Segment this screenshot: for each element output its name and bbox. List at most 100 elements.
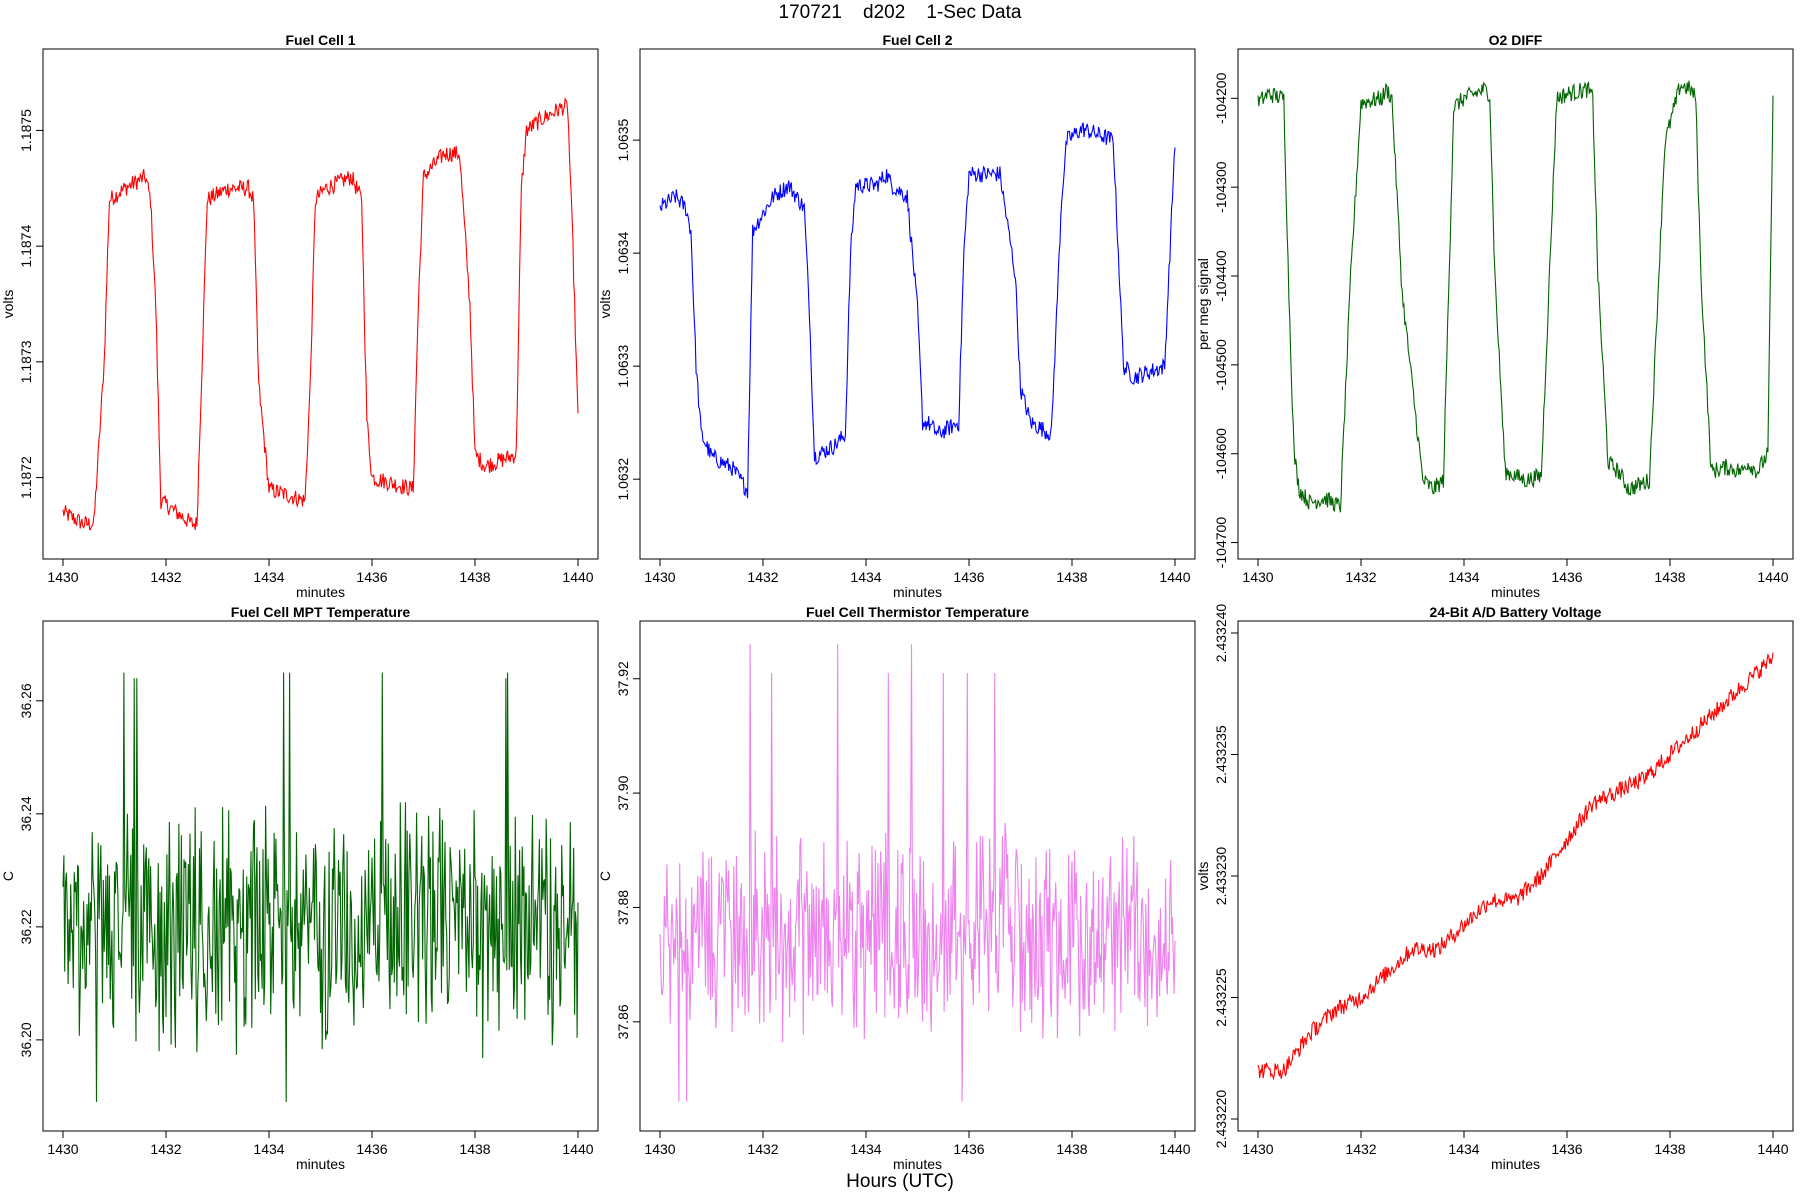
x-tick-label: 1430: [1242, 1141, 1273, 1157]
x-tick-label: 1434: [1448, 1141, 1479, 1157]
y-axis-label: per meg signal: [1195, 258, 1211, 350]
x-tick-label: 1434: [253, 569, 284, 585]
x-tick-label: 1436: [953, 1141, 984, 1157]
x-tick-label: 1440: [562, 1141, 593, 1157]
panel-title: Fuel Cell MPT Temperature: [231, 604, 411, 620]
chart-panel-4: Fuel Cell MPT Temperature 1430 1432 1434 143…: [0, 604, 599, 1172]
y-tick-label: 36.24: [18, 796, 34, 831]
y-tick-label: -104500: [1213, 339, 1229, 391]
y-axis-label: volts: [0, 290, 16, 319]
y-tick-label: -104600: [1213, 428, 1229, 480]
y-tick-label: 36.22: [18, 909, 34, 944]
chart-panel-5: Fuel Cell Thermistor Temperature 1430 1432…: [597, 604, 1196, 1172]
panel-title: Fuel Cell 1: [285, 32, 355, 48]
y-tick-label: 1.1873: [18, 340, 34, 383]
y-tick-label: 2.433220: [1213, 1090, 1229, 1149]
plot-frame: [42, 48, 599, 560]
y-tick-label: 1.1875: [18, 109, 34, 152]
series-line: [1257, 652, 1774, 1081]
x-tick-label: 1436: [953, 569, 984, 585]
x-tick-label: 1438: [459, 1141, 490, 1157]
x-tick-label: 1438: [459, 569, 490, 585]
y-tick-label: 1.0632: [615, 458, 631, 501]
y-tick-label: 1.0634: [615, 232, 631, 275]
y-tick-label: -104700: [1213, 517, 1229, 569]
x-tick-label: 1438: [1654, 569, 1685, 585]
series-line: [1257, 80, 1774, 513]
x-axis-label: minutes: [1491, 1156, 1540, 1172]
x-tick-label: 1440: [1159, 569, 1190, 585]
x-tick-label: 1436: [1551, 1141, 1582, 1157]
x-tick-label: 1434: [850, 569, 881, 585]
x-tick-label: 1430: [1242, 569, 1273, 585]
x-axis-label: minutes: [296, 1156, 345, 1172]
panel-title: Fuel Cell 2: [882, 32, 952, 48]
x-tick-label: 1440: [1757, 569, 1788, 585]
chart-panel-6: 24-Bit A/D Battery Voltage 1430 1432 1434 14…: [1195, 604, 1794, 1172]
x-tick-label: 1436: [1551, 569, 1582, 585]
x-tick-label: 1438: [1056, 569, 1087, 585]
x-tick-label: 1440: [1159, 1141, 1190, 1157]
x-tick-label: 1434: [850, 1141, 881, 1157]
x-tick-label: 1430: [644, 1141, 675, 1157]
x-tick-label: 1440: [562, 569, 593, 585]
y-axis-label: volts: [1195, 862, 1211, 891]
plot-frame: [639, 620, 1196, 1132]
x-axis-label: minutes: [893, 1156, 942, 1172]
chart-panel-1: Fuel Cell 1 1430 1432 1434 1436 1438 1440 minut…: [0, 32, 599, 600]
y-tick-label: 37.92: [615, 661, 631, 696]
y-tick-label: 2.433230: [1213, 847, 1229, 906]
x-tick-label: 1432: [150, 1141, 181, 1157]
y-axis-label: volts: [597, 290, 613, 319]
x-tick-label: 1432: [747, 569, 778, 585]
y-tick-label: 37.86: [615, 1004, 631, 1039]
x-tick-label: 1436: [356, 1141, 387, 1157]
plot-frame: [639, 48, 1196, 560]
y-tick-label: 1.0633: [615, 345, 631, 388]
chart-panel-2: Fuel Cell 2 1430 1432 1434 1436 1438 1440 minut…: [597, 32, 1196, 600]
x-tick-label: 1434: [1448, 569, 1479, 585]
x-tick-label: 1430: [47, 569, 78, 585]
x-tick-label: 1438: [1654, 1141, 1685, 1157]
y-tick-label: 2.433240: [1213, 604, 1229, 663]
x-tick-label: 1436: [356, 569, 387, 585]
x-axis-label: minutes: [893, 584, 942, 600]
x-tick-label: 1430: [644, 569, 675, 585]
y-tick-label: -104200: [1213, 72, 1229, 124]
y-tick-label: 1.1874: [18, 225, 34, 268]
series-line: [62, 672, 579, 1103]
x-tick-label: 1438: [1056, 1141, 1087, 1157]
y-tick-label: 37.90: [615, 775, 631, 810]
y-tick-label: 36.20: [18, 1022, 34, 1057]
panel-title: O2 DIFF: [1489, 32, 1543, 48]
panel-title: Fuel Cell Thermistor Temperature: [806, 604, 1029, 620]
y-tick-label: -104400: [1213, 250, 1229, 302]
plot-frame: [1237, 620, 1794, 1132]
series-line: [659, 122, 1176, 499]
figure-xlabel: Hours (UTC): [846, 1171, 954, 1192]
plot-frame: [42, 620, 599, 1132]
x-axis-label: minutes: [296, 584, 345, 600]
plot-frame: [1237, 48, 1794, 560]
y-axis-label: C: [0, 871, 16, 881]
x-axis-label: minutes: [1491, 584, 1540, 600]
figure-title: 170721 d202 1-Sec Data: [778, 2, 1022, 23]
chart-panel-3: O2 DIFF 1430 1432 1434 1436 1438 1440 minutes -1…: [1195, 32, 1794, 600]
y-tick-label: 1.1872: [18, 456, 34, 499]
x-tick-label: 1434: [253, 1141, 284, 1157]
y-tick-label: 2.433235: [1213, 725, 1229, 784]
x-tick-label: 1432: [150, 569, 181, 585]
y-tick-label: 37.88: [615, 890, 631, 925]
series-line: [659, 644, 1176, 1102]
x-tick-label: 1432: [1345, 569, 1376, 585]
x-tick-label: 1440: [1757, 1141, 1788, 1157]
y-tick-label: 36.26: [18, 683, 34, 718]
x-tick-label: 1432: [1345, 1141, 1376, 1157]
series-line: [62, 97, 579, 531]
x-tick-label: 1432: [747, 1141, 778, 1157]
y-axis-label: C: [597, 871, 613, 881]
panel-title: 24-Bit A/D Battery Voltage: [1430, 604, 1602, 620]
y-tick-label: 2.433225: [1213, 968, 1229, 1027]
y-tick-label: -104300: [1213, 161, 1229, 213]
